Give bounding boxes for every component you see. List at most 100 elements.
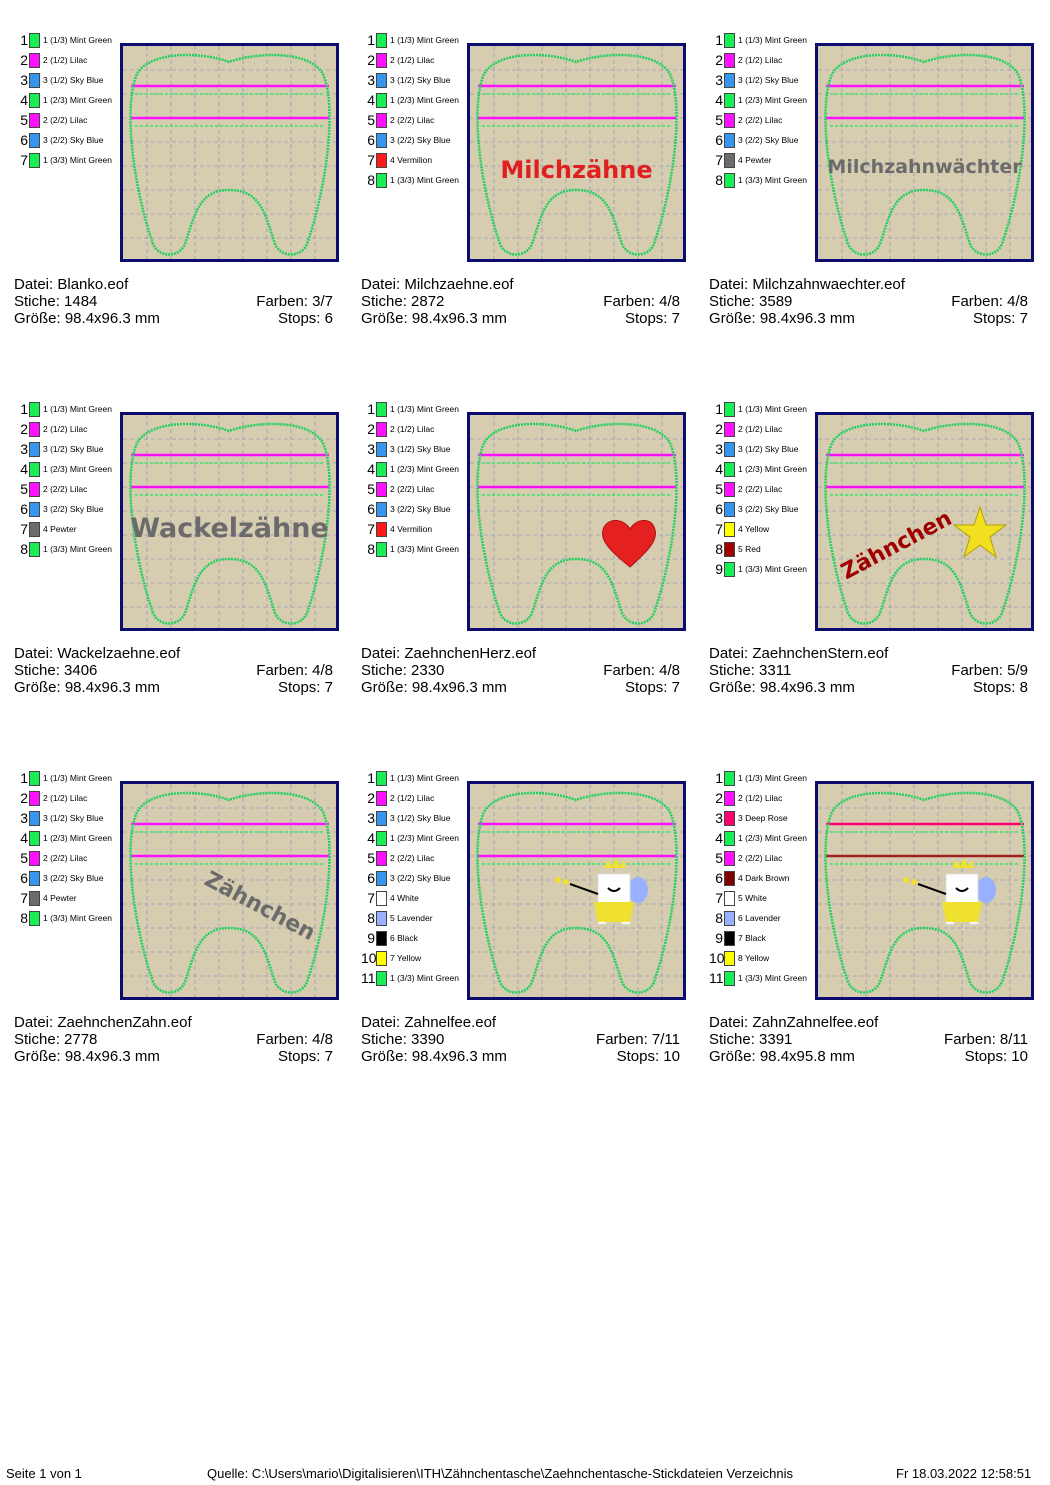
thread-color-swatch bbox=[376, 541, 387, 557]
thread-color-swatch bbox=[724, 521, 735, 537]
thread-row: 7 5 White bbox=[709, 888, 815, 908]
thread-index: 3 bbox=[715, 72, 723, 88]
thread-index: 8 bbox=[20, 910, 28, 926]
stitch-count: Stiche: 3589 bbox=[709, 293, 793, 310]
thread-index: 1 bbox=[715, 32, 723, 48]
thread-name: 5 Red bbox=[738, 544, 761, 554]
thread-color-swatch bbox=[376, 421, 387, 437]
thread-row: 4 1 (2/3) Mint Green bbox=[709, 459, 815, 479]
size-line: Größe: 98.4x96.3 mm Stops: 7 bbox=[361, 310, 680, 327]
thread-row: 8 5 Red bbox=[709, 539, 815, 559]
design-preview[interactable] bbox=[120, 43, 339, 262]
design-preview[interactable] bbox=[815, 781, 1034, 1000]
thread-index: 2 bbox=[367, 52, 375, 68]
thread-name: 7 Yellow bbox=[390, 953, 422, 963]
design-card[interactable]: 1 1 (1/3) Mint Green 2 2 (1/2) Lilac 3 3 (1/2… bbox=[709, 399, 1034, 709]
design-info: Datei: Milchzaehne.eof Stiche: 2872 Farben… bbox=[361, 276, 680, 327]
design-card[interactable]: 1 1 (1/3) Mint Green 2 2 (1/2) Lilac 3 3 (1/2… bbox=[709, 30, 1034, 340]
thread-row: 1 1 (1/3) Mint Green bbox=[361, 399, 467, 419]
thread-index: 5 bbox=[20, 481, 28, 497]
design-preview[interactable]: Zähnchen bbox=[120, 781, 339, 1000]
thread-name: 1 (3/3) Mint Green bbox=[390, 544, 459, 554]
thread-name: 1 (3/3) Mint Green bbox=[390, 175, 459, 185]
thread-row: 6 3 (2/2) Sky Blue bbox=[361, 868, 467, 888]
design-card[interactable]: 1 1 (1/3) Mint Green 2 2 (1/2) Lilac 3 3 (1/2… bbox=[14, 30, 339, 340]
design-card[interactable]: 1 1 (1/3) Mint Green 2 2 (1/2) Lilac 3 3 (1/2… bbox=[361, 30, 686, 340]
design-info: Datei: Zahnelfee.eof Stiche: 3390 Farben: … bbox=[361, 1014, 680, 1065]
thread-name: 1 (2/3) Mint Green bbox=[738, 464, 807, 474]
thread-row: 4 1 (2/3) Mint Green bbox=[709, 90, 815, 110]
stitch-line: Stiche: 3406 Farben: 4/8 bbox=[14, 662, 333, 679]
thread-color-swatch bbox=[376, 830, 387, 846]
design-card[interactable]: 1 1 (1/3) Mint Green 2 2 (1/2) Lilac 3 3 (1/2… bbox=[14, 768, 339, 1078]
thread-row: 8 1 (3/3) Mint Green bbox=[14, 908, 120, 928]
thread-color-swatch bbox=[376, 790, 387, 806]
design-size: Größe: 98.4x96.3 mm bbox=[14, 1048, 160, 1065]
file-name: Datei: Blanko.eof bbox=[14, 276, 129, 293]
thread-row: 3 3 Deep Rose bbox=[709, 808, 815, 828]
thread-color-swatch bbox=[29, 890, 40, 906]
thread-color-swatch bbox=[724, 441, 735, 457]
design-preview[interactable] bbox=[467, 412, 686, 631]
thread-row: 10 8 Yellow bbox=[709, 948, 815, 968]
thread-name: 4 Pewter bbox=[43, 524, 77, 534]
color-count: Farben: 7/11 bbox=[596, 1031, 680, 1048]
thread-row: 8 1 (3/3) Mint Green bbox=[709, 170, 815, 190]
thread-row: 2 2 (1/2) Lilac bbox=[709, 419, 815, 439]
tooth-outline bbox=[470, 46, 683, 259]
thread-row: 7 4 White bbox=[361, 888, 467, 908]
color-count: Farben: 4/8 bbox=[603, 293, 680, 310]
design-card[interactable]: 1 1 (1/3) Mint Green 2 2 (1/2) Lilac 3 3 (1/2… bbox=[361, 768, 686, 1078]
design-preview[interactable] bbox=[467, 781, 686, 1000]
stitch-count: Stiche: 1484 bbox=[14, 293, 98, 310]
thread-color-swatch bbox=[724, 501, 735, 517]
file-line: Datei: Milchzaehne.eof bbox=[361, 276, 680, 293]
thread-color-list: 1 1 (1/3) Mint Green 2 2 (1/2) Lilac 3 3 (1/2… bbox=[361, 399, 467, 559]
thread-name: 1 (1/3) Mint Green bbox=[390, 35, 459, 45]
design-preview[interactable]: Wackelzähne bbox=[120, 412, 339, 631]
design-size: Größe: 98.4x95.8 mm bbox=[709, 1048, 855, 1065]
thread-index: 1 bbox=[20, 32, 28, 48]
thread-color-swatch bbox=[724, 132, 735, 148]
thread-color-swatch bbox=[29, 112, 40, 128]
design-preview[interactable]: Zähnchen bbox=[815, 412, 1034, 631]
thread-index: 4 bbox=[715, 92, 723, 108]
thread-row: 3 3 (1/2) Sky Blue bbox=[361, 439, 467, 459]
size-line: Größe: 98.4x96.3 mm Stops: 10 bbox=[361, 1048, 680, 1065]
thread-color-swatch bbox=[29, 830, 40, 846]
thread-color-swatch bbox=[724, 910, 735, 926]
thread-row: 5 2 (2/2) Lilac bbox=[709, 479, 815, 499]
thread-color-swatch bbox=[724, 790, 735, 806]
thread-index: 6 bbox=[367, 870, 375, 886]
design-preview[interactable]: Milchzahnwächter bbox=[815, 43, 1034, 262]
thread-color-swatch bbox=[724, 561, 735, 577]
file-line: Datei: Milchzahnwaechter.eof bbox=[709, 276, 1028, 293]
thread-row: 1 1 (1/3) Mint Green bbox=[709, 30, 815, 50]
thread-row: 3 3 (1/2) Sky Blue bbox=[709, 70, 815, 90]
stitch-count: Stiche: 2330 bbox=[361, 662, 445, 679]
design-preview[interactable]: Milchzähne bbox=[467, 43, 686, 262]
stitch-line: Stiche: 1484 Farben: 3/7 bbox=[14, 293, 333, 310]
thread-color-swatch bbox=[376, 132, 387, 148]
thread-color-swatch bbox=[376, 461, 387, 477]
thread-row: 6 3 (2/2) Sky Blue bbox=[14, 868, 120, 888]
thread-name: 3 (1/2) Sky Blue bbox=[738, 444, 799, 454]
thread-name: 5 Lavender bbox=[390, 913, 433, 923]
thread-row: 7 4 Vermilion bbox=[361, 150, 467, 170]
thread-color-list: 1 1 (1/3) Mint Green 2 2 (1/2) Lilac 3 3 (1/2… bbox=[709, 30, 815, 190]
thread-index: 1 bbox=[367, 401, 375, 417]
thread-name: 3 (2/2) Sky Blue bbox=[390, 135, 451, 145]
design-card[interactable]: 1 1 (1/3) Mint Green 2 2 (1/2) Lilac 3 3 (1/2… bbox=[14, 399, 339, 709]
design-card[interactable]: 1 1 (1/3) Mint Green 2 2 (1/2) Lilac 3 3 (1/2… bbox=[361, 399, 686, 709]
thread-row: 2 2 (1/2) Lilac bbox=[14, 419, 120, 439]
thread-name: 1 (2/3) Mint Green bbox=[43, 95, 112, 105]
thread-name: 1 (3/3) Mint Green bbox=[43, 544, 112, 554]
thread-row: 8 5 Lavender bbox=[361, 908, 467, 928]
design-card[interactable]: 1 1 (1/3) Mint Green 2 2 (1/2) Lilac 3 3 Deep… bbox=[709, 768, 1034, 1078]
thread-name: 3 (1/2) Sky Blue bbox=[43, 813, 104, 823]
stop-count: Stops: 7 bbox=[277, 1048, 333, 1065]
tooth-outline bbox=[470, 415, 683, 628]
file-line: Datei: Zahnelfee.eof bbox=[361, 1014, 680, 1031]
thread-color-list: 1 1 (1/3) Mint Green 2 2 (1/2) Lilac 3 3 (1/2… bbox=[361, 30, 467, 190]
thread-color-swatch bbox=[724, 461, 735, 477]
